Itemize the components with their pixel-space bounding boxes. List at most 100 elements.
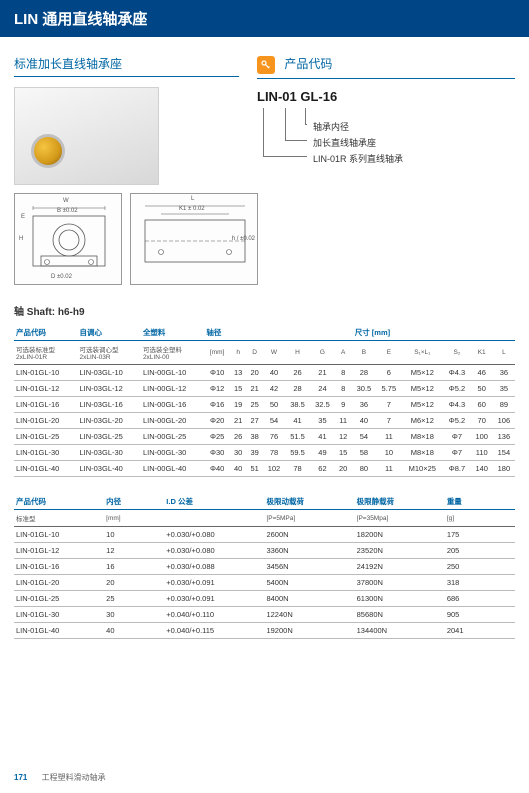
table-cell: 26 [230,429,247,445]
table-cell: 46 [471,365,493,381]
dim-htol: h / ±0.02 [232,236,255,242]
col-S1L1: S₁×L₁ [401,341,443,365]
table-cell: 40 [104,623,164,639]
table-cell: 136 [493,429,515,445]
th-selfalign: 自调心 [77,324,140,341]
table-cell: Φ4.3 [443,397,470,413]
table-cell: 100 [471,429,493,445]
table-cell: LIN-01GL-25 [14,429,77,445]
table-cell: 5.75 [376,381,401,397]
col-h: h [230,341,247,365]
table-row: LIN-01GL-20LIN-03GL-20LIN-00GL-20Φ202127… [14,413,515,429]
table-cell: Φ20 [204,413,229,429]
right-column: 产品代码 LIN-01 GL-16 轴承内径 加长直线轴承座 LIN-01R 系… [257,55,515,193]
table-row: LIN-01GL-12LIN-03GL-12LIN-00GL-12Φ121521… [14,381,515,397]
table-row: LIN-01GL-1010+0.030/+0.0802600N18200N175 [14,527,515,543]
table-cell: 89 [493,397,515,413]
table-cell: LIN-00GL-12 [141,381,204,397]
table-cell: 54 [351,429,376,445]
table-cell: LIN-00GL-20 [141,413,204,429]
dimensions-table: 产品代码 自调心 全塑料 轴径 尺寸 [mm] 可选装标准型 2xLIN-01R… [14,324,515,477]
table-cell: LIN-01GL-16 [14,559,104,575]
table-cell: 70 [471,413,493,429]
table-cell: 21 [246,381,263,397]
table-cell: 106 [493,413,515,429]
col-A: A [335,341,352,365]
top-row: 标准加长直线轴承座 产品代码 LIN-01 GL-16 轴承内径 加长直线轴承座 [14,55,515,193]
table-cell: Φ5.2 [443,381,470,397]
table-cell: 27 [246,413,263,429]
product-code: LIN-01 GL-16 [257,89,515,104]
table-cell: 12 [104,543,164,559]
table-cell: Φ7 [443,429,470,445]
right-section-label: 产品代码 [284,57,332,71]
sub-2: 可选装全塑料 2xLIN-00 [141,341,204,365]
table-cell: 8 [335,365,352,381]
table-cell: 3456N [264,559,354,575]
table-row: LIN-01GL-10LIN-03GL-10LIN-00GL-10Φ101320… [14,365,515,381]
t2h-5: 重量 [445,493,515,510]
table-cell: 51 [246,461,263,477]
table-cell: 15 [335,445,352,461]
table-cell: LIN-03GL-25 [77,429,140,445]
product-code-diagram: 轴承内径 加长直线轴承座 LIN-01R 系列直线轴承 [257,108,515,178]
t2s-0: 标准型 [14,510,104,527]
table-cell: 905 [445,607,515,623]
table-cell: 140 [471,461,493,477]
table-row: LIN-01GL-1212+0.030/+0.0803360N23520N205 [14,543,515,559]
drawing-side-view: L K1 ± 0.02 h / ±0.02 [130,193,258,285]
table-cell: 61300N [355,591,445,607]
table-cell: Φ40 [204,461,229,477]
table-cell: Φ5.2 [443,413,470,429]
table-cell: 54 [263,413,285,429]
table-cell: 10 [104,527,164,543]
key-icon [257,56,275,74]
table-cell: 250 [445,559,515,575]
col-K1: K1 [471,341,493,365]
col-H2: H [285,341,310,365]
table-cell: LIN-03GL-16 [77,397,140,413]
table-cell: 41 [310,429,335,445]
shaft-spec-title: 轴 Shaft: h6-h9 [14,303,515,318]
table-cell: 19 [230,397,247,413]
table-cell: 8400N [264,591,354,607]
t2s-2 [164,510,264,527]
table-cell: 13 [230,365,247,381]
table-cell: LIN-01GL-12 [14,543,104,559]
table-cell: 28 [285,381,310,397]
table-cell: 40 [230,461,247,477]
table-cell: 30 [230,445,247,461]
table-cell: 35 [310,413,335,429]
table-cell: LIN-00GL-25 [141,429,204,445]
table-cell: +0.030/+0.088 [164,559,264,575]
table-cell: LIN-01GL-30 [14,445,77,461]
table-cell: LIN-01GL-10 [14,365,77,381]
table-row: LIN-01GL-2525+0.030/+0.0918400N61300N686 [14,591,515,607]
table-cell: 40 [351,413,376,429]
dim-w: W [63,198,69,204]
t2s-4: [P=35Mpa] [355,510,445,527]
table-cell: LIN-03GL-10 [77,365,140,381]
dim-e: E [21,214,25,220]
table-cell: 37800N [355,575,445,591]
table-header-row: 产品代码 自调心 全塑料 轴径 尺寸 [mm] [14,324,515,341]
t2h-1: 内径 [104,493,164,510]
dim-h: H [19,236,23,242]
table-cell: 58 [351,445,376,461]
col-W: W [263,341,285,365]
col-D: D [246,341,263,365]
table-cell: 2041 [445,623,515,639]
table-row: LIN-01GL-4040+0.040/+0.11519200N134400N2… [14,623,515,639]
table-cell: Φ25 [204,429,229,445]
table-cell: 175 [445,527,515,543]
col-S2: S₂ [443,341,470,365]
table-cell: 11 [376,429,401,445]
table-cell: LIN-03GL-40 [77,461,140,477]
right-section-title: 产品代码 [257,55,515,79]
table-cell: 24192N [355,559,445,575]
t2s-1: [mm] [104,510,164,527]
t2h-2: I.D 公差 [164,493,264,510]
product-render-image [14,87,159,185]
table-cell: 20 [335,461,352,477]
dim-d: D ±0.02 [51,274,72,280]
